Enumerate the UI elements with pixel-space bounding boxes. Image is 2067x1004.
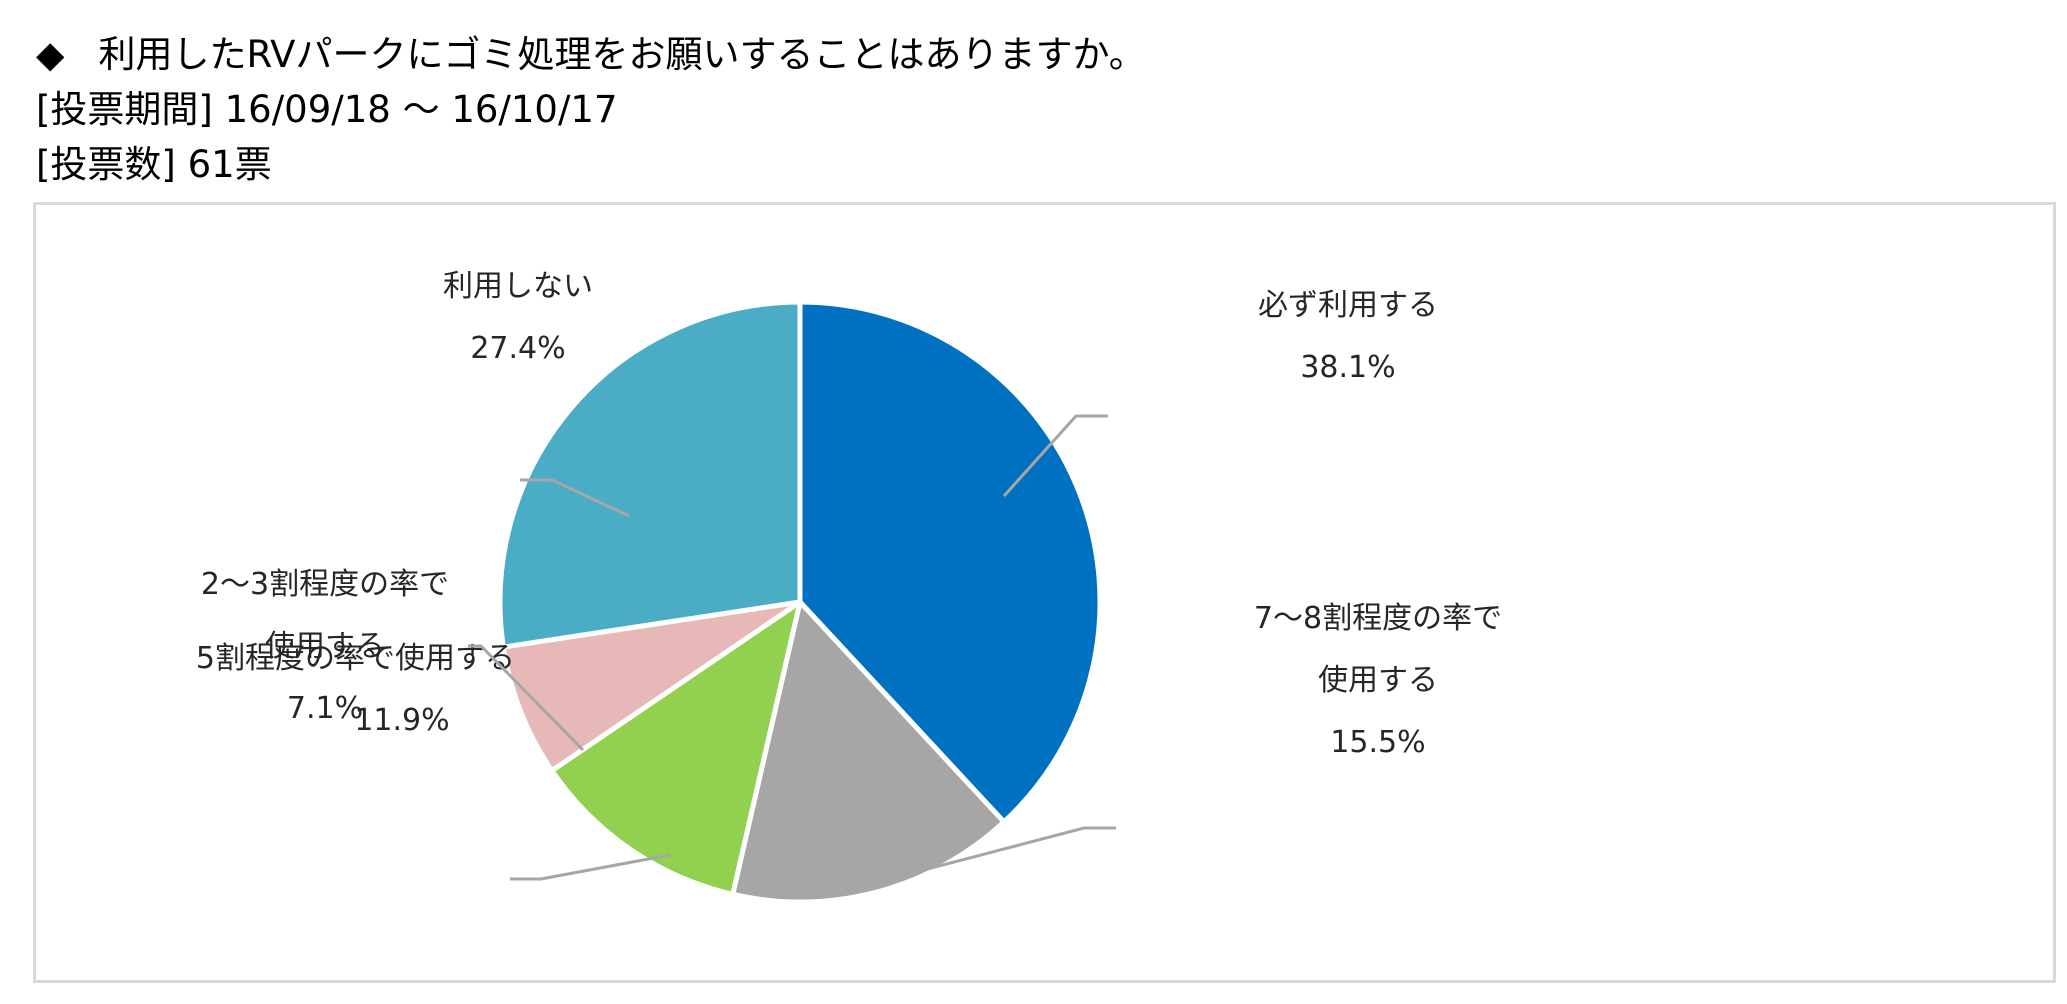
pie-chart: 必ず利用する38.1%7～8割程度の率で使用する15.5%5割程度の率で使用する…: [196, 269, 1502, 905]
slice-percent-label: 38.1%: [1300, 350, 1395, 385]
chart-question-title: ◆ 利用したRVパークにゴミ処理をお願いすることはありますか。: [36, 30, 1146, 80]
leader-line-2: [854, 826, 1116, 890]
slice-percent-label: 7.1%: [287, 691, 363, 726]
slice-category-label: 使用する: [265, 629, 385, 664]
leader-line-1: [1002, 414, 1108, 498]
pie-slice-5: [497, 299, 803, 650]
chart-area: 必ず利用する 38.1% 7～8割程度の率で 使用する 15.5% 5割程度の率で使用する…: [33, 202, 2056, 983]
slice-category-label: 利用しない: [443, 269, 593, 304]
slice-percent-label: 27.4%: [470, 331, 565, 366]
pie-slice-3: [549, 599, 803, 897]
slice-category-label: 使用する: [1318, 663, 1438, 698]
pie-slice-2: [730, 599, 1007, 905]
slice-category-label: 必ず利用する: [1258, 288, 1438, 323]
slice-category-label: 7～8割程度の率で: [1254, 601, 1502, 636]
diamond-bullet-icon: ◆: [36, 33, 65, 76]
leader-line-3: [510, 853, 671, 881]
slice-category-label: 5割程度の率で使用する: [196, 641, 515, 676]
slice-label-1: 必ず利用する 38.1%: [1258, 288, 1438, 385]
slice-label-5: 利用しない 27.4%: [443, 269, 593, 366]
question-text: 利用したRVパークにゴミ処理をお願いすることはありますか。: [98, 33, 1146, 76]
leader-line-4: [468, 644, 585, 752]
slice-percent-label: 11.9%: [354, 703, 449, 738]
leader-line-5: [520, 478, 630, 518]
voting-period: [投票期間] 16/09/18 ～ 16/10/17: [36, 88, 618, 131]
pie-slice-1: [797, 299, 1103, 825]
vote-count: [投票数] 61票: [36, 143, 272, 186]
slice-category-label: 2～3割程度の率で: [201, 567, 449, 602]
slice-label-3: 5割程度の率で使用する 11.9%: [196, 641, 515, 738]
pie-slice-4: [500, 599, 803, 774]
slice-percent-label: 15.5%: [1330, 725, 1425, 760]
